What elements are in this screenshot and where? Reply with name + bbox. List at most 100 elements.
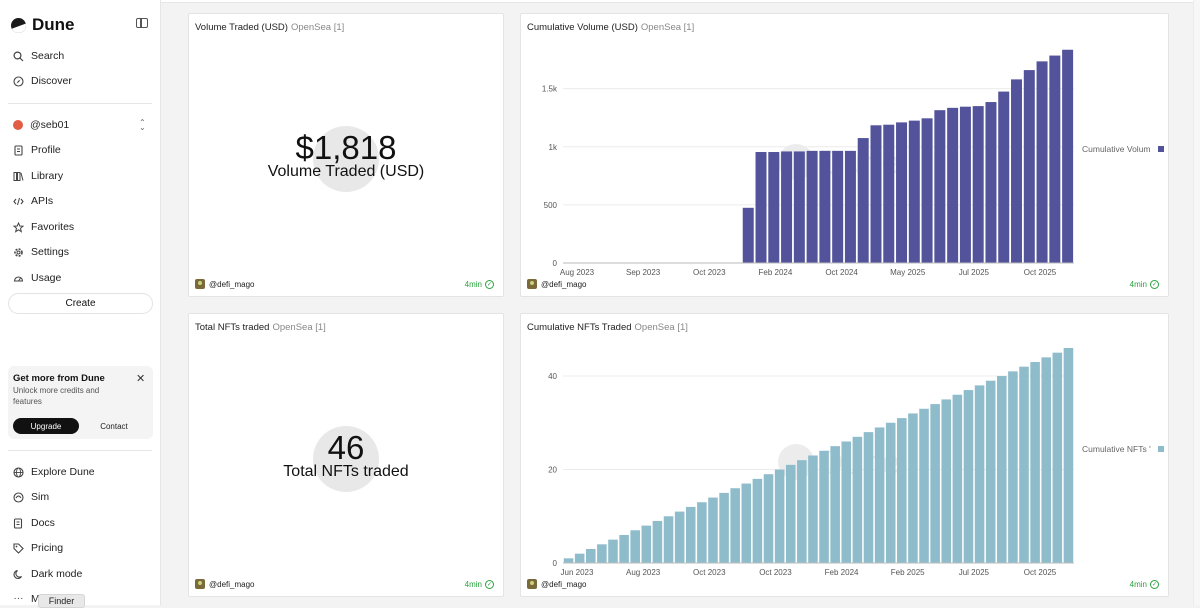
sidebar-item-sim[interactable]: Sim xyxy=(13,489,49,505)
bar xyxy=(663,516,674,563)
scrollbar[interactable] xyxy=(1193,0,1200,605)
gear-icon xyxy=(13,247,24,258)
bar xyxy=(797,460,807,563)
profile-icon xyxy=(13,144,24,156)
x-tick-label: Jul 2025 xyxy=(959,268,990,277)
sidebar-item-docs[interactable]: Docs xyxy=(13,515,55,531)
bar xyxy=(857,138,869,263)
x-tick-label: Feb 2025 xyxy=(891,568,925,577)
sidebar-item-dark-mode[interactable]: Dark mode xyxy=(13,566,82,582)
check-circle-icon: ✓ xyxy=(485,580,494,589)
y-tick-label: 0 xyxy=(553,559,558,568)
bar xyxy=(908,120,920,263)
bar xyxy=(652,520,663,563)
bar xyxy=(608,539,618,563)
bar xyxy=(921,118,933,263)
author-link[interactable]: @defi_mago xyxy=(527,279,586,289)
author-link[interactable]: @defi_mago xyxy=(195,279,254,289)
card-source[interactable]: OpenSea [1] xyxy=(634,322,688,333)
moon-icon xyxy=(13,569,24,580)
card-source[interactable]: OpenSea [1] xyxy=(640,22,695,33)
sidebar-item-usage[interactable]: Usage xyxy=(13,270,61,286)
bar xyxy=(844,150,856,263)
author-link[interactable]: @defi_mago xyxy=(195,579,254,589)
counter-label: Volume Traded (USD) xyxy=(267,163,425,180)
bar xyxy=(941,399,952,563)
sidebar-item-settings[interactable]: Settings xyxy=(13,244,69,260)
x-tick-label: Oct 2025 xyxy=(1024,268,1057,277)
bar xyxy=(998,91,1010,263)
card-source[interactable]: OpenSea [1] xyxy=(272,322,326,333)
dune-logo[interactable]: Dune xyxy=(11,15,75,35)
contact-button[interactable]: Contact xyxy=(100,421,128,431)
counter-watermark xyxy=(313,426,379,492)
sidebar-item-discover[interactable]: Discover xyxy=(13,73,72,89)
card-title-text: Volume Traded (USD) xyxy=(195,22,288,33)
user-avatar-icon xyxy=(527,279,537,289)
dune-logo-icon xyxy=(11,17,26,33)
bar xyxy=(1008,371,1018,563)
sidebar-item-label: Dark mode xyxy=(31,568,83,580)
check-circle-icon: ✓ xyxy=(1150,280,1159,289)
card-source[interactable]: OpenSea [1] xyxy=(290,22,345,33)
create-button[interactable]: Create xyxy=(8,293,153,314)
sidebar-item-explore[interactable]: Explore Dune xyxy=(13,464,95,480)
bar xyxy=(896,122,908,263)
bar xyxy=(885,422,896,563)
author-link[interactable]: @defi_mago xyxy=(527,579,586,589)
docs-icon xyxy=(13,517,24,529)
x-tick-label: Jul 2025 xyxy=(959,568,990,577)
top-edge xyxy=(161,0,1200,3)
card-title-text: Cumulative NFTs Traded xyxy=(527,322,632,333)
bar xyxy=(641,525,652,563)
upgrade-button[interactable]: Upgrade xyxy=(13,418,79,434)
card-title[interactable]: Cumulative NFTs Traded OpenSea [1] xyxy=(527,322,688,333)
x-tick-label: Sep 2023 xyxy=(626,268,661,277)
bar xyxy=(1049,55,1061,264)
sidebar-item-search[interactable]: Search xyxy=(13,48,64,64)
sidebar-item-profile[interactable]: Profile xyxy=(13,142,61,158)
sidebar-item-label: Profile xyxy=(31,144,61,156)
bar xyxy=(985,102,997,263)
bar xyxy=(874,427,885,563)
sidebar-item-favorites[interactable]: Favorites xyxy=(13,219,74,235)
user-switcher[interactable]: @seb01 xyxy=(13,117,69,133)
sidebar-toggle-icon[interactable] xyxy=(136,18,148,28)
bar xyxy=(963,390,974,563)
chevron-updown-icon[interactable]: ⌃ ⌄ xyxy=(139,118,146,132)
freshness-badge: 4min ✓ xyxy=(465,280,494,289)
api-icon xyxy=(13,196,24,207)
bar xyxy=(974,385,985,563)
bar xyxy=(719,492,729,563)
bar xyxy=(972,106,984,263)
card-title[interactable]: Volume Traded (USD) OpenSea [1] xyxy=(195,22,344,33)
promo-title: Get more from Dune xyxy=(13,373,105,384)
bar xyxy=(763,474,774,563)
username: @seb01 xyxy=(30,119,70,131)
sidebar-item-pricing[interactable]: Pricing xyxy=(13,540,63,556)
freshness-text: 4min xyxy=(464,580,482,589)
counter-value: $1,818 xyxy=(295,129,397,166)
user-avatar-icon xyxy=(195,279,205,289)
check-circle-icon: ✓ xyxy=(485,280,494,289)
bar xyxy=(793,151,805,263)
y-tick-label: 40 xyxy=(548,372,557,381)
bar xyxy=(1052,352,1063,563)
x-tick-label: Feb 2024 xyxy=(759,268,793,277)
x-tick-label: Jun 2023 xyxy=(561,568,594,577)
bar xyxy=(947,107,959,263)
more-icon: ··· xyxy=(13,593,24,604)
x-tick-label: Feb 2024 xyxy=(825,568,859,577)
check-circle-icon: ✓ xyxy=(1150,580,1159,589)
sidebar-item-library[interactable]: Library xyxy=(13,168,63,184)
bar xyxy=(985,380,996,563)
card-title[interactable]: Cumulative Volume (USD) OpenSea [1] xyxy=(527,22,694,33)
x-tick-label: Oct 2023 xyxy=(693,568,726,577)
bar xyxy=(1030,362,1040,563)
close-icon[interactable]: ✕ xyxy=(136,373,146,385)
freshness-badge: 4min ✓ xyxy=(1130,580,1159,589)
card-title[interactable]: Total NFTs traded OpenSea [1] xyxy=(195,322,326,333)
y-tick-label: 500 xyxy=(544,201,558,210)
sidebar-item-apis[interactable]: APIs xyxy=(13,193,53,209)
